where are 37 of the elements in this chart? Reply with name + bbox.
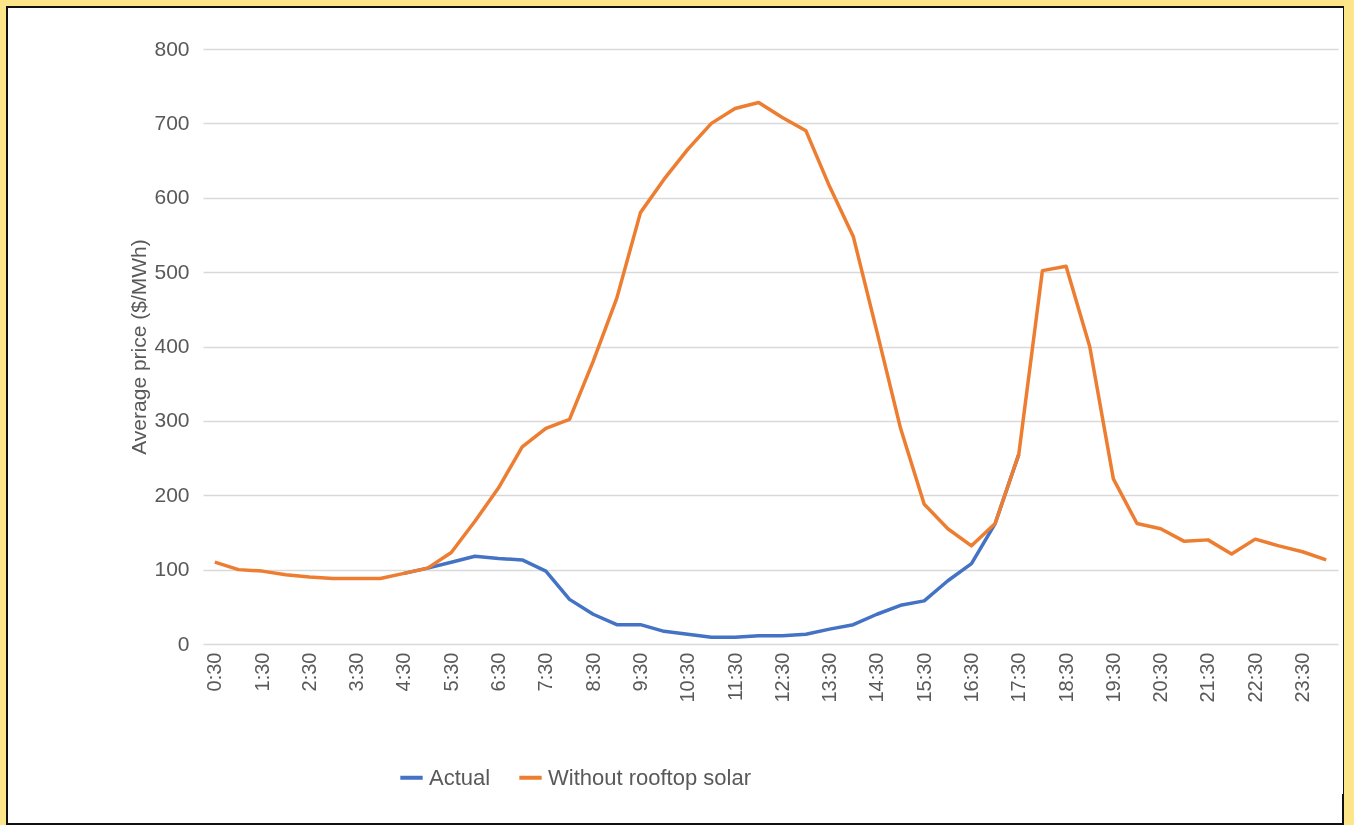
x-tick-label: 7:30 bbox=[534, 652, 557, 692]
y-tick-label: 100 bbox=[154, 557, 190, 581]
x-tick-label: 14:30 bbox=[865, 652, 888, 703]
x-tick-label: 4:30 bbox=[392, 652, 415, 692]
y-tick-label: 600 bbox=[154, 185, 190, 209]
x-tick-label: 9:30 bbox=[628, 652, 651, 692]
x-tick-label: 23:30 bbox=[1291, 652, 1314, 703]
x-tick-label: 21:30 bbox=[1196, 652, 1219, 703]
y-tick-label: 500 bbox=[154, 259, 190, 283]
x-tick-label: 16:30 bbox=[959, 652, 982, 703]
x-tick-label: 8:30 bbox=[581, 652, 604, 692]
x-tick-label: 20:30 bbox=[1149, 652, 1172, 703]
x-tick-label: 11:30 bbox=[723, 652, 746, 702]
y-axis-title: Average price ($/MWh) bbox=[127, 239, 151, 455]
x-tick-label: 15:30 bbox=[912, 652, 935, 703]
x-tick-label: 2:30 bbox=[297, 652, 320, 692]
x-tick-label: 12:30 bbox=[770, 652, 793, 703]
x-tick-label: 0:30 bbox=[203, 652, 226, 692]
legend-label: Actual bbox=[429, 764, 491, 790]
x-tick-label: 18:30 bbox=[1054, 652, 1077, 703]
y-tick-label: 400 bbox=[154, 334, 190, 357]
x-tick-label: 13:30 bbox=[818, 652, 841, 703]
x-tick-label: 19:30 bbox=[1101, 652, 1124, 703]
y-tick-label: 700 bbox=[154, 110, 190, 134]
y-tick-label: 800 bbox=[154, 36, 190, 60]
y-tick-label: 300 bbox=[154, 408, 190, 432]
x-tick-label: 3:30 bbox=[345, 652, 368, 692]
x-tick-label: 10:30 bbox=[676, 652, 699, 703]
x-tick-label: 6:30 bbox=[487, 652, 510, 692]
x-tick-label: 17:30 bbox=[1007, 652, 1030, 703]
x-tick-label: 22:30 bbox=[1243, 652, 1266, 703]
x-tick-label: 5:30 bbox=[439, 652, 462, 692]
x-tick-label: 1:30 bbox=[250, 652, 273, 692]
y-tick-label: 200 bbox=[154, 482, 190, 506]
y-tick-label: 0 bbox=[177, 631, 190, 655]
legend-label: Without rooftop solar bbox=[548, 764, 751, 790]
line-series bbox=[213, 100, 1328, 581]
